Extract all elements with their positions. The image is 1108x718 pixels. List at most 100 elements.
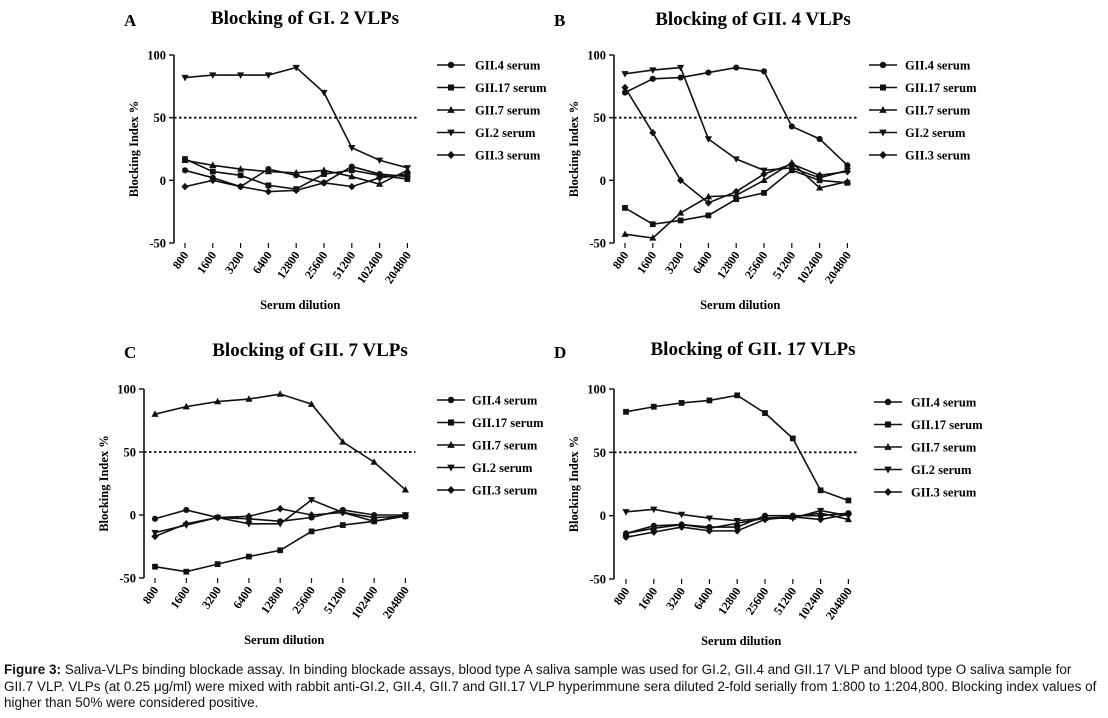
legend-label: GII.4 serum: [911, 396, 977, 410]
data-point: [678, 400, 685, 406]
x-tick-label: 25600: [302, 249, 331, 282]
legend-marker: [879, 106, 887, 113]
series-gii-7-serum: [151, 390, 409, 493]
data-point: [816, 184, 824, 191]
x-axis-label: Serum dilution: [244, 633, 324, 647]
chart-title: Blocking of GI. 2 VLPs: [211, 8, 399, 29]
data-point: [650, 506, 658, 514]
legend-label: GII.3 serum: [905, 149, 971, 163]
data-point: [789, 513, 797, 521]
panel-a: A Blocking of GI. 2 VLPs 100 50 0 -50 Blocking…: [124, 8, 547, 312]
series-gii-17-serum: [623, 392, 852, 504]
data-point: [370, 518, 378, 526]
y-tick-label: 100: [147, 49, 166, 63]
data-point: [292, 64, 300, 72]
series-gii-4-serum: [621, 64, 851, 169]
data-point: [321, 171, 327, 177]
x-tick-label: 1600: [634, 249, 659, 277]
legend-marker: [884, 443, 892, 450]
series-gii-4-serum: [181, 163, 411, 190]
legend-item: GII.17 serum: [869, 81, 977, 95]
data-point: [246, 553, 252, 560]
data-point: [817, 507, 825, 515]
data-point: [762, 410, 768, 416]
data-point: [209, 168, 216, 175]
y-tick-label: 50: [154, 111, 167, 125]
data-point: [649, 128, 657, 137]
legend-item: GII.3 serum: [437, 149, 541, 163]
data-point: [733, 527, 741, 535]
legend-marker: [879, 61, 887, 69]
x-tick-label: 3200: [663, 585, 688, 613]
x-tick-label: 1600: [635, 585, 660, 613]
panel-label: D: [554, 343, 566, 362]
legend-marker: [884, 488, 892, 496]
legend-item: GII.7 serum: [874, 441, 977, 455]
y-axis-label: Blocking Index %: [567, 436, 581, 533]
y-axis-label: Blocking Index %: [127, 101, 141, 198]
x-tick-label: 6400: [230, 584, 255, 612]
legend-label: GI.2 serum: [911, 463, 972, 477]
legend-marker: [879, 84, 887, 91]
data-point: [151, 410, 159, 417]
y-tick-label: 50: [594, 111, 607, 125]
series-gi-2-serum: [181, 64, 411, 172]
legend-item: GI.2 serum: [437, 461, 533, 475]
y-tick-label: -50: [589, 573, 606, 587]
data-point: [401, 486, 409, 493]
figure-caption: Figure 3: Saliva-VLPs binding blockade a…: [4, 662, 1104, 712]
x-tick-label: 6400: [690, 249, 715, 277]
legend-item: GII.3 serum: [869, 149, 971, 163]
legend-label: GI.2 serum: [475, 126, 536, 140]
data-point: [760, 68, 768, 75]
y-tick-label: 50: [594, 446, 607, 460]
chart-title: Blocking of GII. 4 VLPs: [655, 9, 851, 30]
legend-marker: [447, 61, 455, 69]
y-tick-label: 0: [160, 174, 166, 188]
x-tick-label: 204800: [382, 249, 414, 287]
data-point: [843, 167, 851, 176]
data-point: [760, 176, 768, 184]
y-tick-label: 0: [130, 509, 136, 523]
x-tick-label: 102400: [348, 584, 380, 622]
data-point: [183, 506, 190, 514]
data-point: [348, 145, 356, 152]
data-point: [292, 186, 300, 195]
y-tick-label: 100: [587, 383, 606, 397]
data-point: [816, 171, 824, 180]
y-axis-label: Blocking Index %: [567, 101, 581, 198]
x-tick-label: 25600: [742, 249, 771, 282]
data-point: [845, 497, 852, 504]
legend-label: GII.7 serum: [475, 104, 541, 118]
data-point: [276, 521, 284, 528]
legend-marker: [447, 106, 455, 113]
data-point: [705, 69, 712, 76]
legend-item: GII.7 serum: [437, 104, 541, 118]
data-point: [245, 395, 253, 402]
data-point: [348, 182, 356, 191]
legend-marker: [879, 151, 887, 159]
legend-item: GII.4 serum: [437, 394, 538, 408]
caption-text: Saliva-VLPs binding blockade assay. In b…: [4, 662, 1097, 710]
data-point: [182, 520, 190, 528]
data-point: [789, 435, 796, 442]
data-point: [214, 561, 221, 568]
legend-label: GII.17 serum: [905, 81, 977, 95]
data-point: [734, 392, 741, 399]
data-point: [277, 547, 284, 554]
data-point: [276, 390, 284, 397]
data-point: [320, 179, 328, 187]
data-point: [152, 563, 158, 570]
x-tick-label: 800: [611, 585, 633, 608]
legend-item: GII.3 serum: [874, 486, 977, 500]
data-point: [320, 89, 328, 97]
data-point: [404, 176, 411, 182]
series-gii-3-serum: [181, 170, 411, 196]
chart-title: Blocking of GII. 7 VLPs: [212, 340, 408, 361]
chart-title: Blocking of GII. 17 VLPs: [651, 339, 856, 360]
data-point: [237, 182, 245, 191]
data-point: [677, 209, 685, 216]
data-point: [816, 135, 823, 143]
data-point: [622, 529, 630, 537]
x-tick-label: 1600: [168, 584, 193, 612]
